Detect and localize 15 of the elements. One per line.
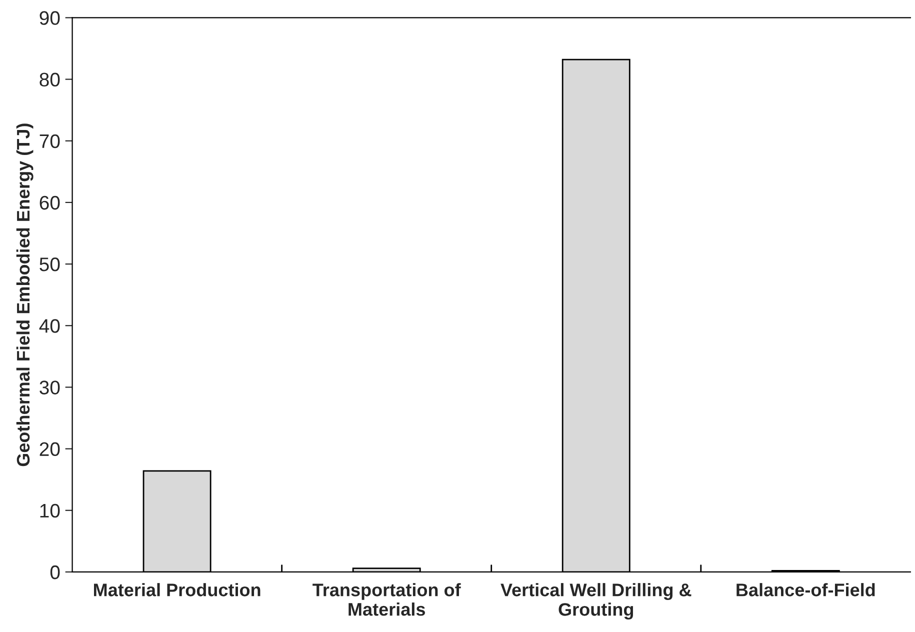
x-tick-label: Balance-of-Field xyxy=(736,583,875,596)
y-tick-label: 30 xyxy=(40,380,60,394)
y-tick-label: 70 xyxy=(40,134,60,148)
y-tick-label: 40 xyxy=(39,319,60,333)
y-tick-label: 80 xyxy=(40,72,60,87)
x-tick-label: Material Production xyxy=(94,583,260,596)
y-axis-title: Geothermal Field Embodied Energy (TJ) xyxy=(16,124,34,466)
y-tick-label: 60 xyxy=(40,196,60,210)
y-tick-label: 50 xyxy=(40,258,60,272)
y-tick-label: 90 xyxy=(40,11,60,25)
y-tick-label: 10 xyxy=(40,504,60,518)
y-tick-label: 0 xyxy=(50,565,60,580)
x-tick-label: Transportation of Materials xyxy=(312,583,461,616)
y-tick-label: 20 xyxy=(40,442,60,456)
x-tick-label: Vertical Well Drilling & Grouting xyxy=(500,583,692,620)
